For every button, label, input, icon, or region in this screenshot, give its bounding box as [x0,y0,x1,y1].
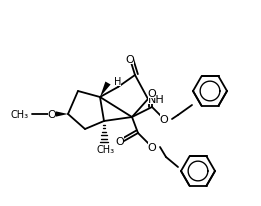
Text: O: O [148,89,156,98]
Text: O: O [48,109,56,119]
Text: CH₃: CH₃ [97,144,115,154]
Text: NH: NH [148,95,165,104]
Text: CH₃: CH₃ [11,109,29,119]
Text: H: H [114,77,121,87]
Text: O: O [126,55,134,65]
Text: O: O [148,142,156,152]
Polygon shape [100,82,111,97]
Polygon shape [52,111,68,118]
Text: O: O [115,136,124,146]
Text: O: O [160,115,168,124]
